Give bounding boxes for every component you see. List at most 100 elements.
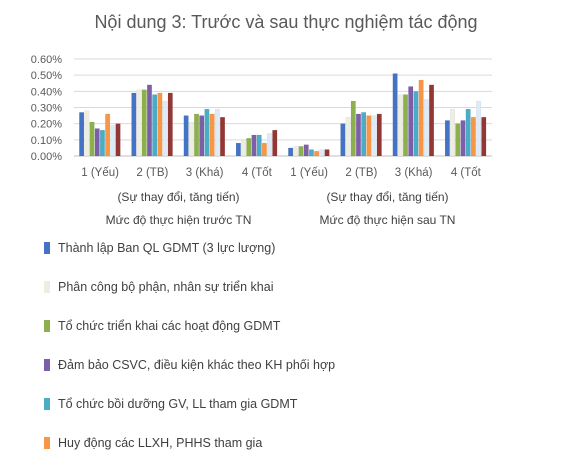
legend-item: Huy động các LLXH, PHHS tham gia bbox=[44, 433, 262, 453]
bar bbox=[136, 89, 142, 157]
y-axis: 0.00% 0.10% 0.20% 0.30% 0.40% 0.50% 0.60% bbox=[31, 54, 62, 163]
bar bbox=[131, 92, 137, 157]
group-sublabel: (Sự thay đổi, tăng tiến) bbox=[117, 190, 239, 204]
y-tick-label: 0.40% bbox=[31, 86, 62, 98]
bar bbox=[209, 113, 215, 157]
y-tick-label: 0.50% bbox=[31, 70, 62, 82]
bar bbox=[267, 133, 273, 157]
bar bbox=[293, 146, 299, 157]
group-sublabel: (Sự thay đổi, tăng tiến) bbox=[326, 190, 448, 204]
legend-item: Thành lập Ban QL GDMT (3 lực lượng) bbox=[44, 238, 275, 258]
bar bbox=[84, 110, 90, 157]
bar bbox=[350, 100, 356, 157]
legend-swatch bbox=[44, 398, 50, 410]
y-tick-label: 0.30% bbox=[31, 103, 62, 115]
x-tick-label: 1 (Yếu) bbox=[290, 167, 328, 179]
bar bbox=[110, 125, 116, 157]
x-tick-label: 3 (Khá) bbox=[395, 167, 433, 179]
legend-swatch bbox=[44, 242, 50, 254]
bar bbox=[429, 84, 435, 157]
x-tick-label: 2 (TB) bbox=[345, 167, 377, 179]
bar bbox=[319, 149, 325, 157]
bar bbox=[355, 113, 361, 157]
bar bbox=[376, 113, 382, 157]
bar bbox=[162, 100, 168, 157]
y-tick-label: 0.10% bbox=[31, 135, 62, 147]
bar bbox=[345, 116, 351, 157]
bar bbox=[423, 99, 429, 157]
bar bbox=[366, 115, 372, 157]
bar bbox=[183, 115, 189, 157]
bar bbox=[340, 123, 346, 157]
y-tick-label: 0.20% bbox=[31, 119, 62, 131]
bar bbox=[199, 115, 205, 157]
y-tick-label: 0.00% bbox=[31, 151, 62, 163]
bar bbox=[79, 112, 85, 157]
bar bbox=[220, 116, 226, 157]
bar bbox=[324, 149, 330, 157]
bar bbox=[251, 134, 257, 157]
legend-label: Tổ chức bồi dưỡng GV, LL tham gia GDMT bbox=[58, 397, 298, 411]
bar bbox=[99, 129, 105, 157]
bar bbox=[397, 94, 403, 157]
bar bbox=[455, 123, 461, 157]
bar bbox=[235, 142, 241, 157]
bar bbox=[470, 116, 476, 157]
bar bbox=[167, 92, 173, 157]
y-tick-label: 0.60% bbox=[31, 54, 62, 66]
bar bbox=[460, 120, 466, 157]
legend-label: Huy động các LLXH, PHHS tham gia bbox=[58, 436, 263, 450]
legend-item: Tổ chức triển khai các hoạt động GDMT bbox=[44, 316, 280, 336]
bar bbox=[450, 108, 456, 157]
legend-label: Đảm bảo CSVC, điều kiện khác theo KH phố… bbox=[58, 358, 336, 372]
legend-item: Tổ chức bồi dưỡng GV, LL tham gia GDMT bbox=[44, 394, 297, 414]
x-tick-label: 1 (Yếu) bbox=[81, 167, 119, 179]
bar bbox=[361, 112, 367, 157]
bar bbox=[288, 147, 294, 157]
bar bbox=[392, 73, 398, 157]
legend-label: Tổ chức triển khai các hoạt động GDMT bbox=[58, 319, 281, 333]
bar bbox=[115, 123, 121, 157]
bar bbox=[371, 115, 377, 157]
legend-swatch bbox=[44, 281, 50, 293]
bar bbox=[241, 139, 247, 157]
bar bbox=[94, 128, 100, 157]
legend-label: Phân công bộ phận, nhân sự triển khai bbox=[58, 280, 274, 294]
bar bbox=[188, 121, 194, 157]
bar bbox=[152, 94, 158, 157]
bar bbox=[141, 89, 147, 157]
bar bbox=[272, 129, 278, 157]
x-tick-label: 3 (Khá) bbox=[186, 167, 224, 179]
bar bbox=[308, 149, 314, 157]
x-tick-label: 4 (Tốt bbox=[451, 167, 482, 179]
bar bbox=[413, 91, 419, 157]
legend-swatch bbox=[44, 437, 50, 449]
x-axis: 1 (Yếu) 2 (TB) 3 (Khá) 4 (Tốt(Sự thay đổi, … bbox=[81, 167, 481, 227]
bar bbox=[444, 120, 450, 157]
x-tick-label: 4 (Tốt bbox=[242, 167, 273, 179]
group-label: Mức độ thực hiện trước TN bbox=[106, 213, 252, 227]
chart-title: Nội dung 3: Trước và sau thực nghiệm tác… bbox=[94, 12, 477, 32]
legend-item: Đảm bảo CSVC, điều kiện khác theo KH phố… bbox=[44, 355, 335, 375]
bar bbox=[314, 150, 320, 157]
bar bbox=[303, 144, 309, 157]
bar bbox=[146, 84, 152, 157]
bar bbox=[157, 92, 163, 157]
legend-swatch bbox=[44, 320, 50, 332]
group-label: Mức độ thực hiện sau TN bbox=[320, 213, 456, 227]
bar bbox=[465, 108, 471, 157]
legend-item: Phân công bộ phận, nhân sự triển khai bbox=[44, 277, 273, 297]
x-tick-label: 2 (TB) bbox=[136, 167, 168, 179]
bar bbox=[214, 108, 220, 157]
bar bbox=[418, 79, 424, 157]
bar bbox=[481, 116, 487, 157]
bar bbox=[298, 146, 304, 157]
legend-label: Thành lập Ban QL GDMT (3 lực lượng) bbox=[58, 241, 276, 255]
legend-swatch bbox=[44, 359, 50, 371]
bar bbox=[408, 86, 414, 157]
bar bbox=[256, 134, 262, 157]
bar bbox=[403, 94, 409, 157]
bar bbox=[204, 108, 210, 157]
